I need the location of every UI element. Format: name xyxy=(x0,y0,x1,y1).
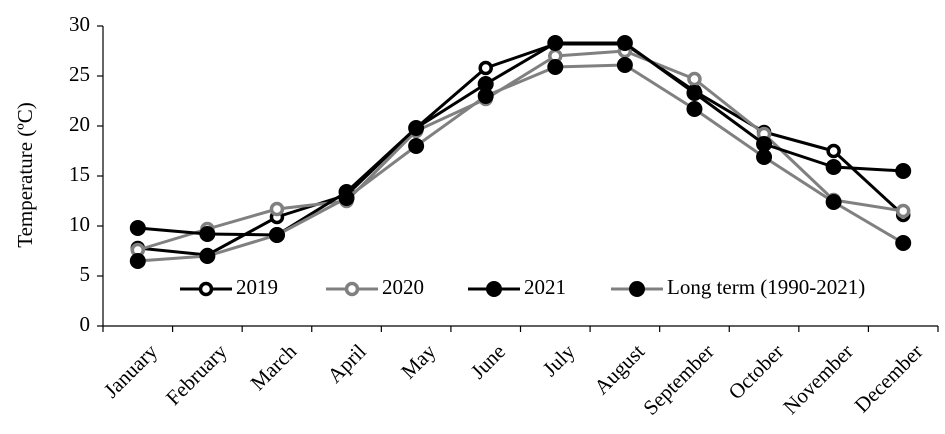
data-point xyxy=(269,201,285,217)
data-point xyxy=(338,190,355,206)
x-tick-label: October xyxy=(724,339,789,404)
series-0 xyxy=(130,36,911,263)
data-point xyxy=(199,248,216,264)
data-point xyxy=(199,226,216,242)
series-1 xyxy=(130,43,911,258)
data-point xyxy=(686,101,703,117)
data-point xyxy=(478,60,493,76)
series-line xyxy=(137,49,904,252)
y-tick-label: 25 xyxy=(69,62,90,86)
data-point xyxy=(825,194,842,210)
data-point xyxy=(826,143,841,159)
data-point xyxy=(477,88,494,104)
data-point xyxy=(686,85,703,101)
y-axis-label: Temperature (ºC) xyxy=(13,102,37,248)
legend-label: 2020 xyxy=(382,275,424,299)
x-tick-label: December xyxy=(850,339,928,417)
legend-item-3: Long term (1990-2021) xyxy=(611,275,865,299)
data-point xyxy=(687,71,702,87)
x-tick-label: April xyxy=(323,339,371,387)
data-point xyxy=(408,138,425,154)
data-point xyxy=(825,159,842,175)
data-point xyxy=(547,59,564,75)
x-tick-label: July xyxy=(538,339,580,381)
legend-item-0: 2019 xyxy=(180,275,278,299)
data-point xyxy=(895,235,912,251)
legend-label: Long term (1990-2021) xyxy=(667,275,865,299)
x-tick-label: March xyxy=(246,339,302,395)
legend-marker xyxy=(629,281,645,297)
data-point xyxy=(129,220,146,236)
y-tick-label: 10 xyxy=(69,212,90,236)
legend-label: 2019 xyxy=(236,275,278,299)
legend-marker xyxy=(344,281,360,297)
series-line xyxy=(137,42,905,257)
data-point xyxy=(129,253,146,269)
series-line xyxy=(137,63,904,263)
data-point xyxy=(895,203,911,219)
y-tick-label: 30 xyxy=(69,12,90,36)
legend-marker xyxy=(486,281,502,297)
data-point xyxy=(408,120,425,136)
series-line xyxy=(137,41,904,237)
data-point xyxy=(616,35,633,51)
legend-item-1: 2020 xyxy=(326,275,424,299)
y-tick-label: 20 xyxy=(69,112,90,136)
y-tick-label: 15 xyxy=(69,162,90,186)
x-tick-label: August xyxy=(589,339,649,399)
legend-label: 2021 xyxy=(524,275,566,299)
data-point xyxy=(895,163,912,179)
legend-item-2: 2021 xyxy=(468,275,566,299)
data-point xyxy=(268,227,285,243)
data-point xyxy=(547,35,564,51)
x-tick-label: June xyxy=(466,339,510,383)
x-tick-label: September xyxy=(638,339,718,419)
data-point xyxy=(756,149,773,165)
data-point xyxy=(616,57,633,73)
y-tick-label: 5 xyxy=(80,262,91,286)
x-tick-label: November xyxy=(778,339,858,419)
x-tick-label: January xyxy=(99,339,163,403)
legend: 2019 2020 2021 Long term (1990-2021) xyxy=(180,275,865,299)
legend-marker xyxy=(198,281,214,297)
series-layer xyxy=(129,35,912,269)
x-tick-label: May xyxy=(396,339,441,384)
series-3 xyxy=(129,57,912,269)
x-tick-label: February xyxy=(161,339,232,410)
y-tick-label: 0 xyxy=(80,312,91,336)
